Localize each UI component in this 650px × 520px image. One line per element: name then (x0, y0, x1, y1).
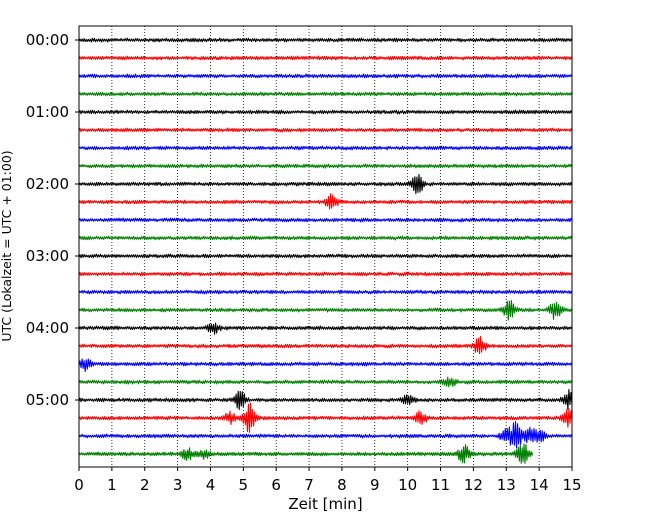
trace-series (78, 37, 573, 464)
trace-3 (78, 91, 573, 97)
trace-1 (78, 55, 573, 61)
plot-frame (78, 25, 573, 468)
x-ticks: 0 1 2 3 4 5 6 7 8 9 10 11 12 13 14 15 (74, 467, 582, 494)
y-tick-label-0: 00:00 (26, 31, 69, 49)
x-tick-label-7: 7 (304, 476, 314, 494)
x-tick-label-11: 11 (431, 476, 450, 494)
x-tick-label-9: 9 (370, 476, 380, 494)
x-tick-label-2: 2 (140, 476, 150, 494)
trace-6 (78, 145, 573, 151)
trace-2 (78, 73, 573, 79)
y-tick-label-2: 02:00 (26, 175, 69, 193)
x-tick-label-1: 1 (107, 476, 117, 494)
trace-7 (78, 163, 573, 169)
trace-19 (78, 376, 573, 388)
x-tick-label-14: 14 (530, 476, 549, 494)
trace-9 (78, 193, 573, 210)
y-ticks: 00:00 01:00 02:00 03:00 04:00 05:00 (26, 31, 79, 409)
trace-18 (78, 358, 573, 372)
trace-22 (78, 421, 573, 449)
y-tick-label-3: 03:00 (26, 247, 69, 265)
trace-10 (78, 217, 573, 223)
x-tick-label-3: 3 (173, 476, 183, 494)
trace-23 (78, 443, 534, 464)
x-tick-label-13: 13 (497, 476, 516, 494)
x-tick-label-4: 4 (206, 476, 216, 494)
trace-4 (78, 109, 573, 115)
trace-21 (78, 402, 573, 433)
x-tick-label-6: 6 (271, 476, 281, 494)
trace-8 (78, 173, 573, 195)
y-tick-label-4: 04:00 (26, 319, 69, 337)
trace-15 (78, 300, 573, 321)
y-tick-label-5: 05:00 (26, 391, 69, 409)
trace-16 (78, 322, 573, 335)
trace-20 (78, 388, 573, 410)
trace-12 (78, 253, 573, 259)
x-tick-label-0: 0 (74, 476, 84, 494)
trace-0 (78, 37, 573, 43)
x-tick-label-10: 10 (398, 476, 417, 494)
x-axis-label: Zeit [min] (288, 495, 362, 513)
x-tick-label-8: 8 (337, 476, 347, 494)
trace-5 (78, 127, 573, 133)
y-axis-label: UTC (Lokalzeit = UTC + 01:00) (0, 150, 14, 341)
trace-17 (78, 336, 573, 355)
x-tick-label-5: 5 (239, 476, 249, 494)
y-tick-label-1: 01:00 (26, 103, 69, 121)
x-tick-label-12: 12 (464, 476, 483, 494)
trace-13 (78, 271, 573, 277)
trace-14 (78, 289, 573, 295)
trace-11 (78, 235, 573, 241)
x-tick-label-15: 15 (562, 476, 581, 494)
